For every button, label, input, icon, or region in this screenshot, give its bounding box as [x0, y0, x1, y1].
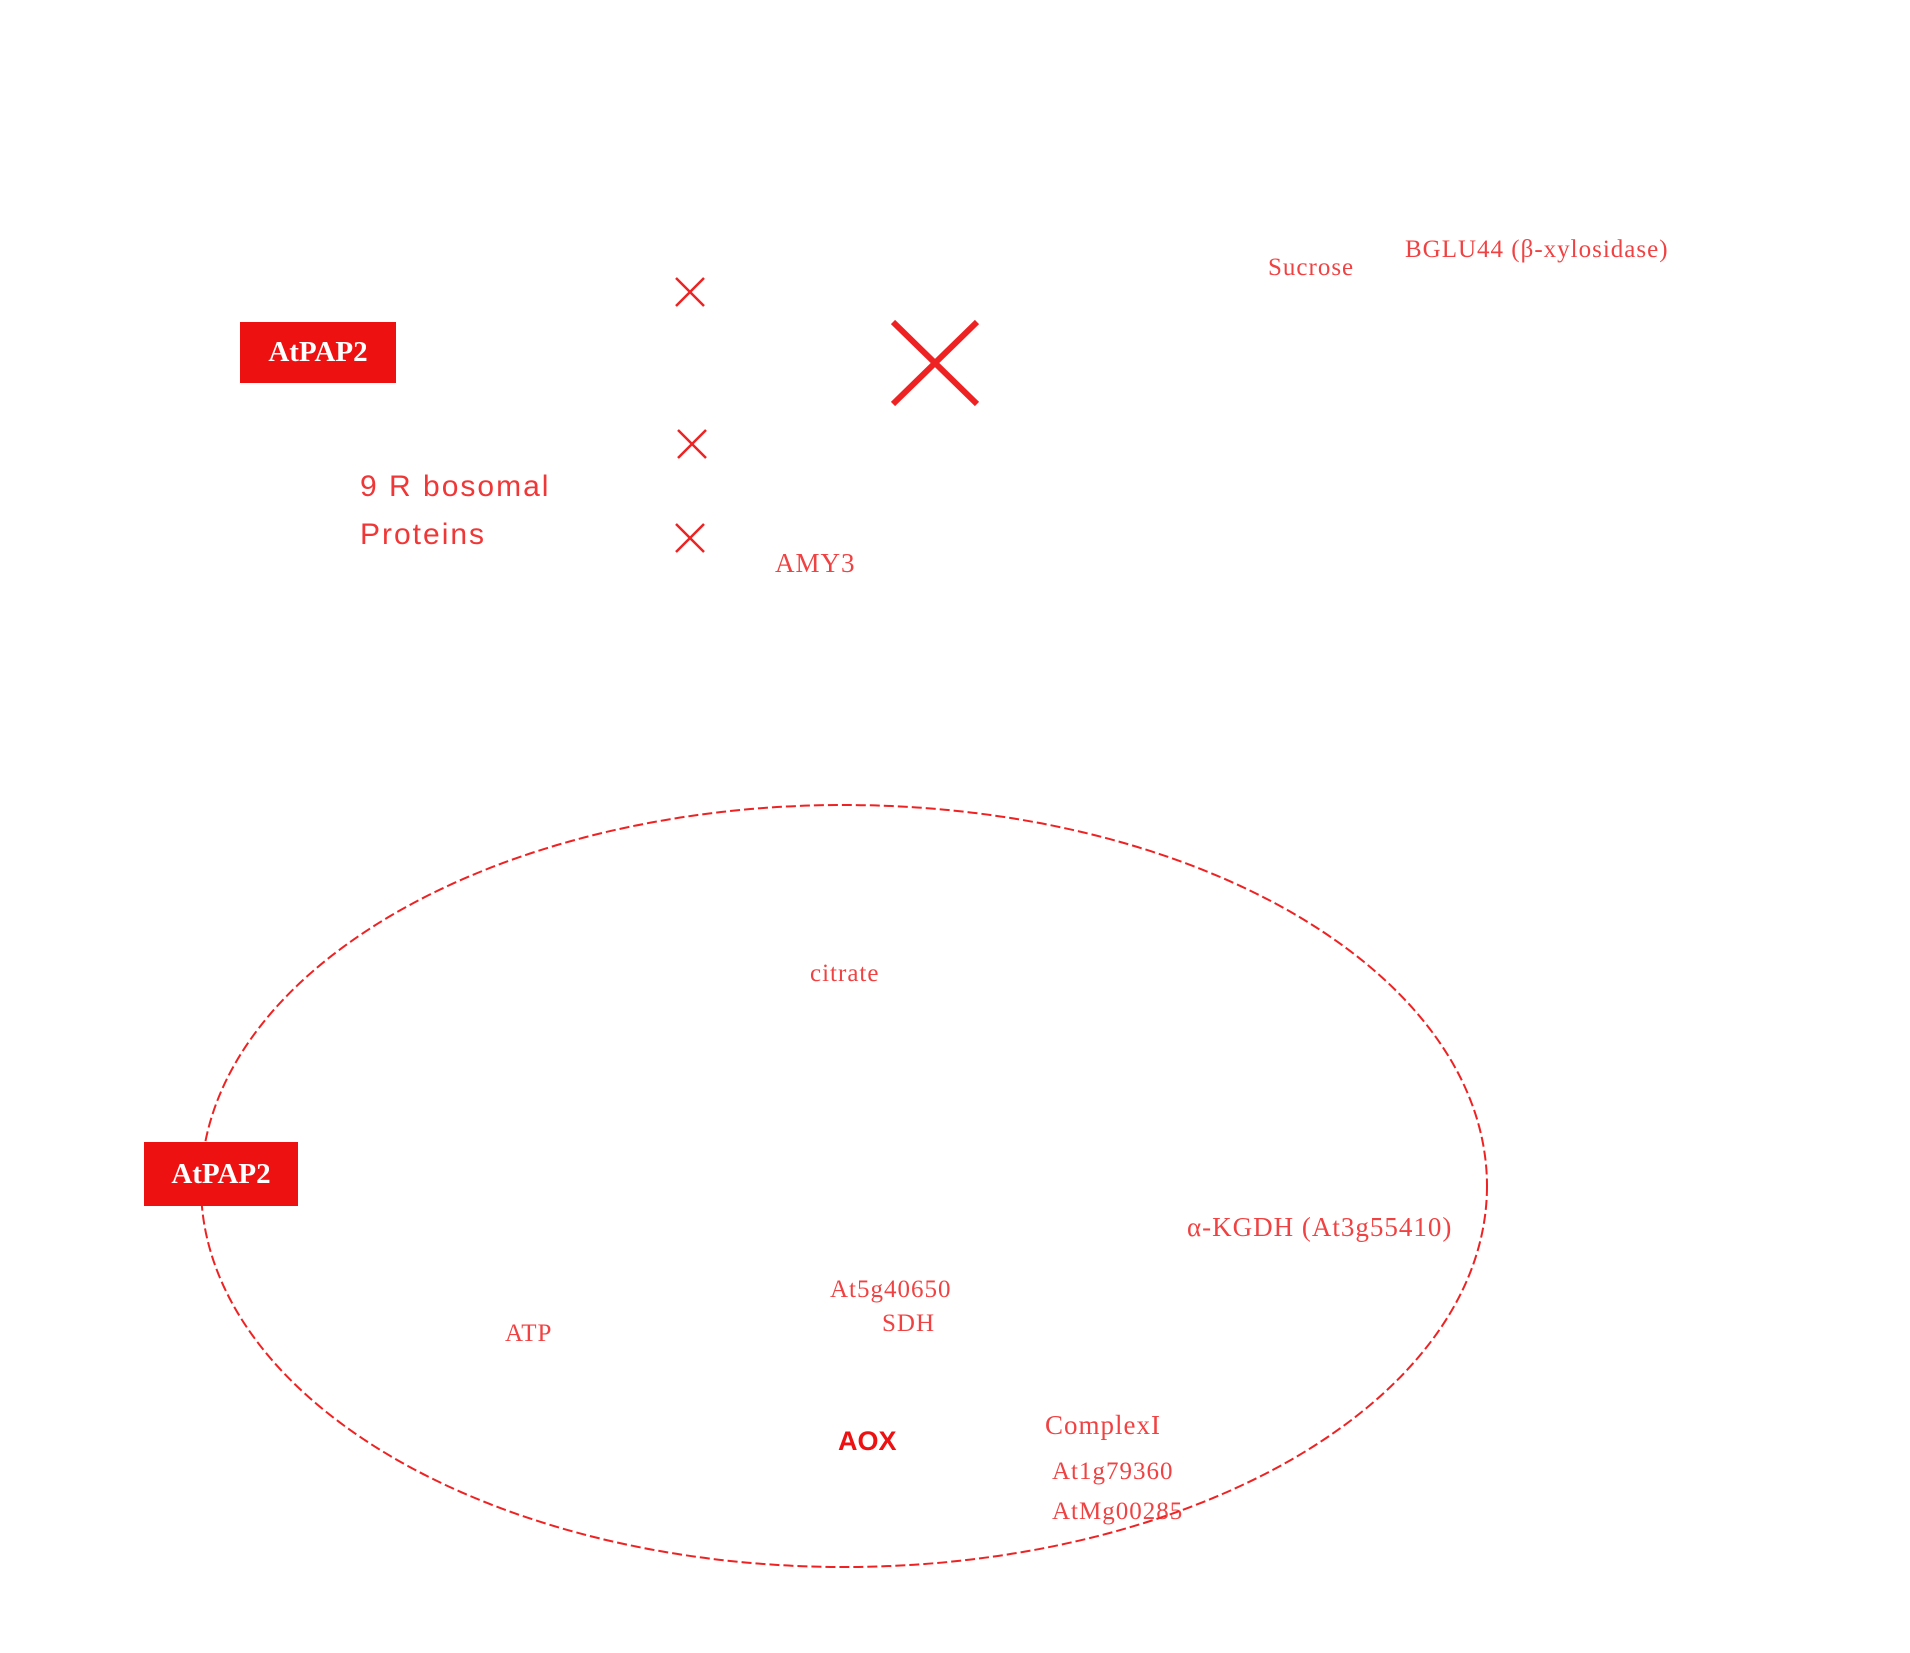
atp-label: ATP	[505, 1320, 553, 1347]
cross-mark-icon	[677, 429, 707, 459]
citrate-label: citrate	[810, 960, 880, 987]
amy3-label: AMY3	[775, 548, 856, 578]
mitochondrion-outline	[200, 804, 1488, 1568]
sucrose-label: Sucrose	[1268, 254, 1355, 281]
aox-label: AOX	[838, 1426, 897, 1456]
bglu44-label: BGLU44 (β-xylosidase)	[1405, 236, 1669, 263]
atpap2-mitochondrion-box: AtPAP2	[144, 1142, 298, 1206]
complex-i-gene-1-label: At1g79360	[1052, 1458, 1174, 1485]
large-cross-mark-icon	[890, 319, 980, 407]
ribosomal-proteins-label-line1: 9 R bosomal	[360, 470, 551, 503]
alpha-kgdh-label: α-KGDH (At3g55410)	[1187, 1212, 1453, 1242]
atpap2-cytosol-box: AtPAP2	[240, 322, 396, 383]
gene-id-label: At5g40650	[830, 1276, 952, 1303]
complex-i-gene-2-label: AtMg00285	[1052, 1498, 1184, 1525]
sdh-label: SDH	[882, 1310, 936, 1337]
cross-mark-icon	[675, 277, 705, 307]
ribosomal-proteins-label-line2: Proteins	[360, 518, 487, 551]
cross-mark-icon	[675, 523, 705, 553]
complex-i-label: ComplexI	[1045, 1410, 1161, 1440]
